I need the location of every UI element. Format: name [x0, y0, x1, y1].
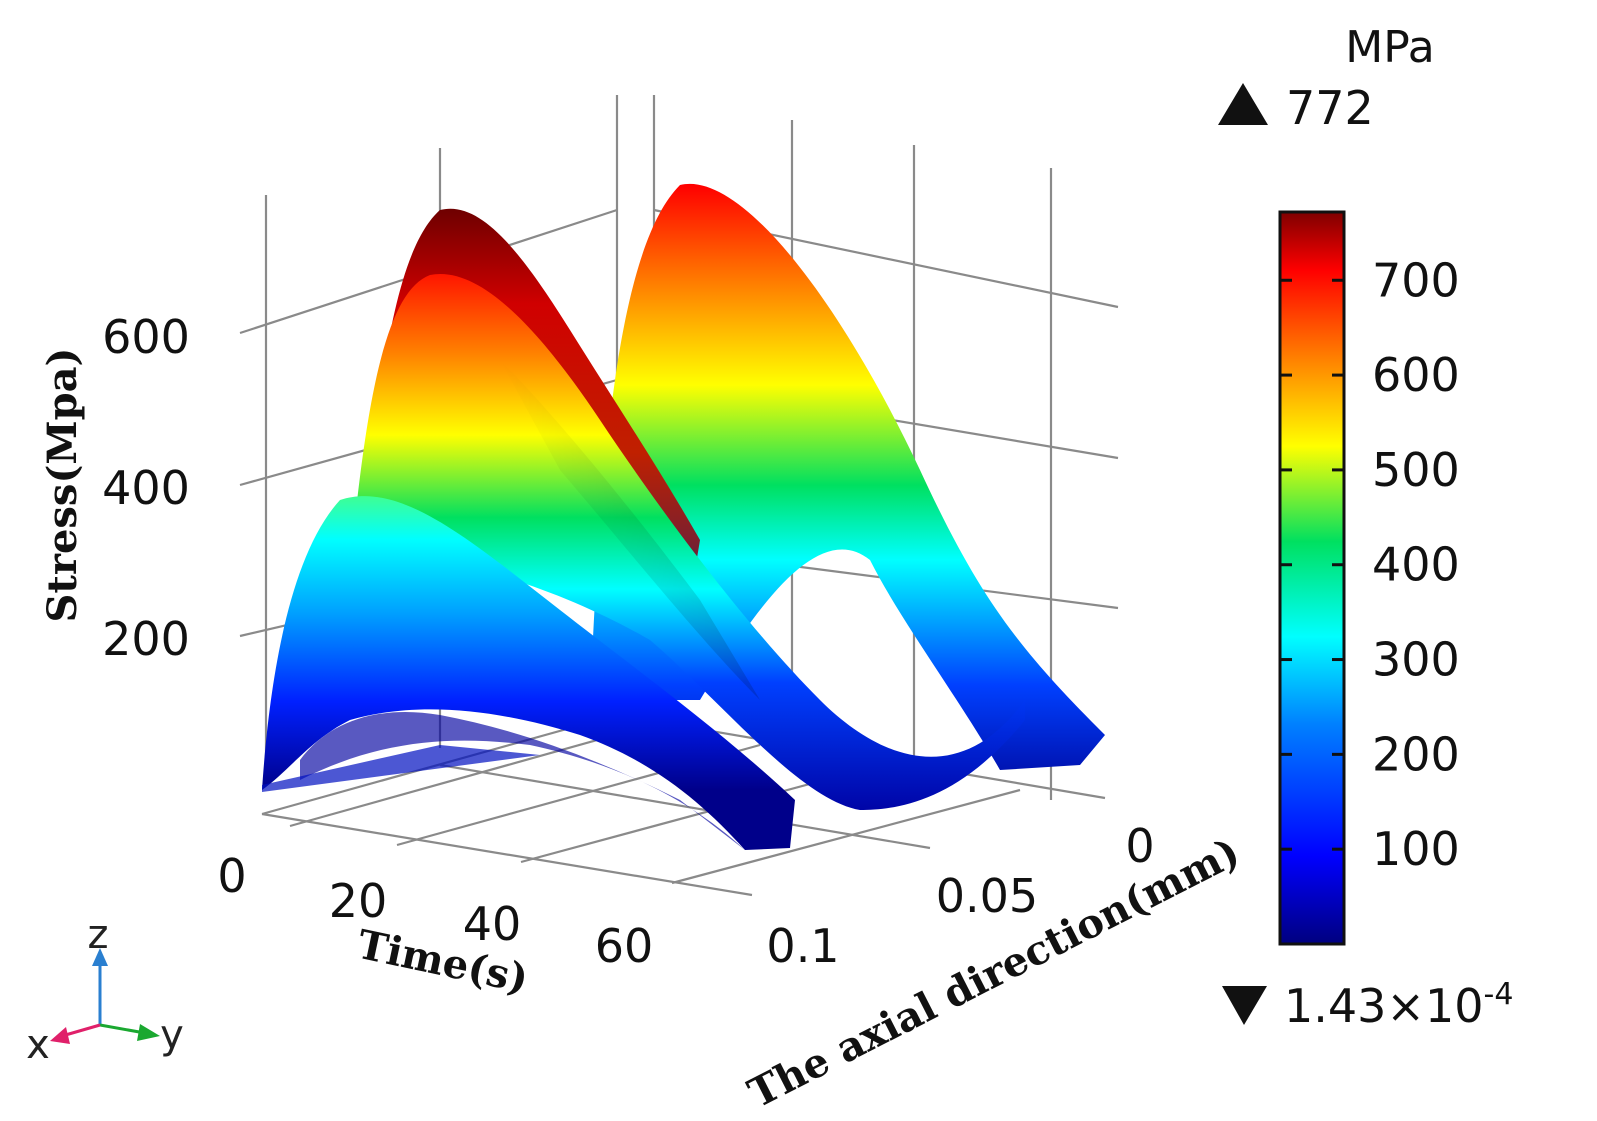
y-tick-label: 0.1	[766, 919, 839, 973]
colorbar-tick-label: 700	[1372, 253, 1460, 307]
triad-z-label: z	[88, 912, 109, 958]
colorbar-tick-label: 600	[1372, 348, 1460, 402]
x-tick-label: 60	[595, 919, 654, 973]
grid-line	[671, 788, 1021, 885]
min-marker-icon	[1222, 986, 1267, 1025]
triad-x-arrow-icon	[50, 1027, 70, 1044]
floor-base	[262, 745, 540, 792]
triad-y-arrow-icon	[137, 1024, 160, 1041]
front-ridge-hollow	[300, 712, 745, 850]
y-tick-label: 0	[1125, 819, 1154, 873]
middle-ridge-surface	[355, 273, 1025, 810]
colorbar-tick-label: 500	[1372, 443, 1460, 497]
z-axis-label: Stress(Mpa)	[39, 348, 86, 623]
colorbar-max-label: 772	[1286, 81, 1374, 135]
z-axis-ticks: 600 400 200	[102, 310, 190, 666]
colorbar-gradient	[1278, 210, 1346, 946]
y-tick-label: 0.05	[936, 869, 1038, 923]
orientation-triad: z y x	[26, 912, 184, 1068]
triad-y-label: y	[160, 1012, 184, 1058]
grid-line	[289, 726, 641, 828]
front-ridge-surface	[262, 496, 795, 850]
z-tick-label: 200	[102, 612, 190, 666]
colorbar-min-exponent: -4	[1484, 977, 1514, 1012]
triad-y-axis	[99, 1023, 146, 1035]
x-tick-label: 40	[463, 897, 522, 951]
triad-z-arrow-icon	[92, 948, 108, 966]
grid-line	[439, 763, 931, 850]
z-tick-label: 400	[102, 461, 190, 515]
grid-line	[261, 812, 753, 897]
triad-x-axis	[61, 1023, 101, 1038]
y-axis-ticks: 0 0.05 0.1	[766, 819, 1154, 973]
surface-ridges	[262, 183, 1105, 850]
colorbar-tick-label: 300	[1372, 633, 1460, 687]
middle-ridge-shade	[500, 360, 760, 700]
colorbar-ticks: 100 200 300 400 500 600 700	[1280, 253, 1460, 876]
colorbar-tick-label: 400	[1372, 538, 1460, 592]
colorbar-min-mantissa: 1.43×10	[1284, 979, 1484, 1033]
x-tick-label: 0	[217, 849, 246, 903]
colorbar-tick-label: 100	[1372, 822, 1460, 876]
z-tick-label: 600	[102, 310, 190, 364]
x-tick-label: 20	[329, 874, 388, 928]
x-axis-ticks: 0 20 40 60	[217, 849, 653, 973]
colorbar-unit: MPa	[1345, 22, 1434, 73]
colorbar-tick-label: 200	[1372, 727, 1460, 781]
triad-x-label: x	[26, 1022, 50, 1068]
colorbar-min-label: 1.43×10-4	[1284, 977, 1513, 1033]
rear-ridge-surface	[590, 183, 1105, 770]
max-marker-icon	[1218, 83, 1268, 125]
colorbar: MPa 772 100 200 300 400 500 600 700 1.43×10-4	[1218, 22, 1513, 1033]
